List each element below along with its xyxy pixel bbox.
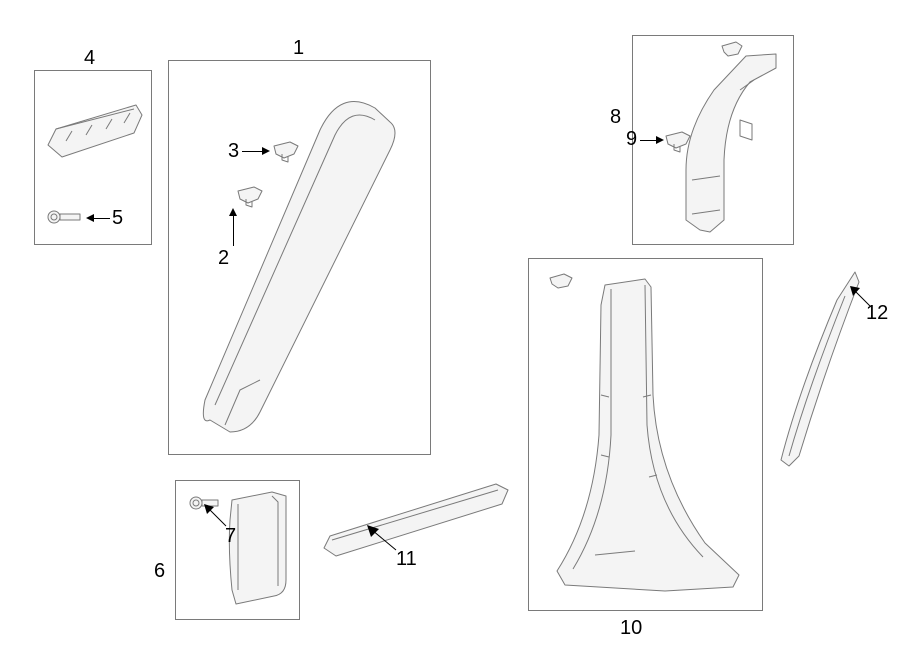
diagram-canvas: 1 2 3 4 5 6 [0, 0, 900, 661]
part-kick-panel [224, 490, 296, 610]
part-bolt-5 [46, 205, 86, 229]
callout-label-8: 8 [610, 106, 621, 129]
part-sill-plate-11 [320, 478, 515, 563]
callout-label-4: 4 [84, 47, 95, 70]
arrow-3-head [262, 147, 270, 155]
arrow-3 [242, 151, 264, 152]
part-clip-top [720, 40, 746, 60]
part-bracket-4 [42, 95, 146, 165]
part-clip-2 [236, 185, 266, 207]
part-lower-b-pillar [545, 275, 755, 600]
arrow-9-head [656, 136, 664, 144]
part-clip-10 [548, 272, 576, 292]
callout-label-9: 9 [626, 128, 637, 151]
callout-label-3: 3 [228, 140, 239, 163]
arrow-7 [200, 502, 230, 530]
arrow-11 [362, 522, 400, 554]
part-clip-3 [272, 140, 302, 162]
part-clip-9 [664, 130, 694, 152]
arrow-5 [92, 218, 110, 219]
arrow-2 [233, 214, 234, 246]
callout-label-6: 6 [154, 560, 165, 583]
callout-label-2: 2 [218, 247, 229, 270]
part-upper-b-pillar [680, 50, 790, 240]
arrow-5-head [86, 214, 94, 222]
callout-label-1: 1 [293, 37, 304, 60]
callout-label-10: 10 [620, 617, 642, 640]
callout-label-5: 5 [112, 207, 123, 230]
arrow-12 [846, 282, 874, 310]
arrow-2-head [229, 208, 237, 216]
